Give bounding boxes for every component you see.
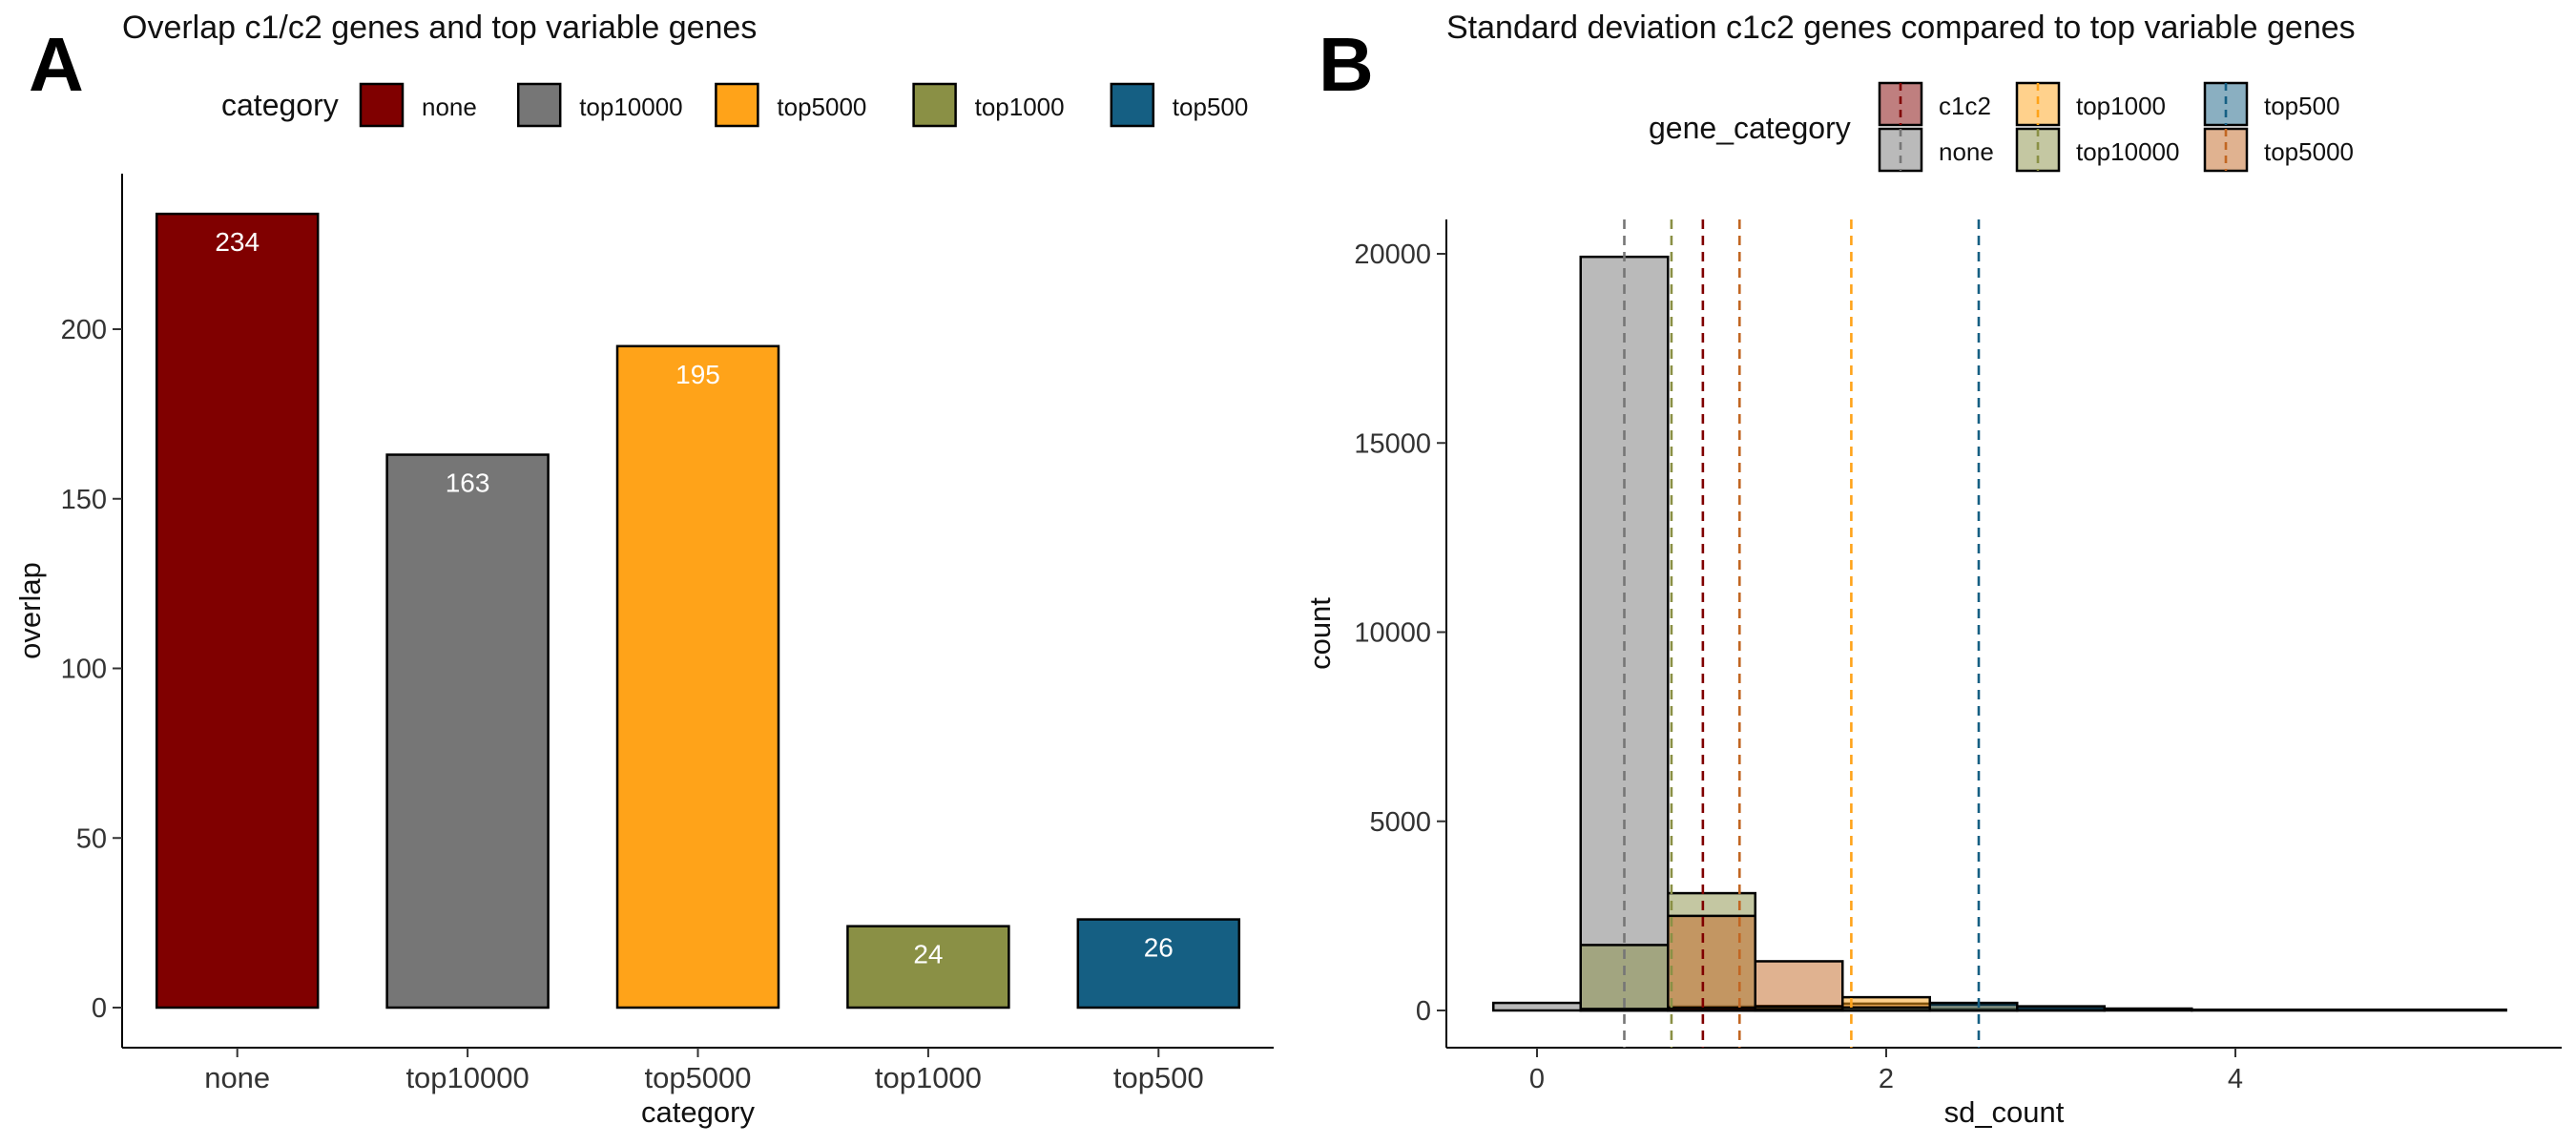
legend-label-none: none — [422, 93, 477, 121]
x-axis-title: sd_count — [1944, 1095, 2065, 1129]
legend-label-top1000: top1000 — [2076, 92, 2166, 120]
hist-bin-top5000 — [1667, 914, 1756, 1012]
legend-title: gene_category — [1649, 111, 1851, 145]
bar-top1000 — [846, 925, 1010, 1010]
bar-data-label: 195 — [675, 360, 720, 389]
y-tick-label: 50 — [76, 823, 107, 854]
x-axis-title: category — [641, 1095, 755, 1129]
y-tick-label: 5000 — [1369, 807, 1431, 838]
legend-label-none: none — [1939, 137, 1994, 166]
y-tick-label: 0 — [92, 993, 107, 1024]
legend-label-top1000: top1000 — [975, 93, 1065, 121]
legend-swatch-top1000 — [912, 82, 957, 128]
y-tick-label: 150 — [61, 485, 107, 515]
panel-b-letter: B — [1319, 22, 1374, 107]
hist-bin-top500 — [1928, 1001, 2019, 1012]
x-tick-label: 2 — [1879, 1064, 1894, 1094]
hist-bin-c1c2 — [1667, 1006, 1756, 1012]
bar-data-label: 163 — [446, 468, 490, 498]
legend-swatch-top500 — [1110, 82, 1155, 128]
x-tick-label: top10000 — [405, 1061, 529, 1094]
bar-none — [155, 212, 320, 1010]
y-tick-label: 10000 — [1354, 618, 1431, 649]
chart-b-title: Standard deviation c1c2 genes compared t… — [1446, 10, 2356, 46]
legend-label-top500: top500 — [1173, 93, 1249, 121]
hist-bin-none — [1492, 1001, 1582, 1012]
hist-bin-top500 — [2103, 1007, 2193, 1012]
legend-label-top5000: top5000 — [777, 93, 866, 121]
hist-bin-top500 — [2016, 1005, 2106, 1012]
x-tick-label: top5000 — [644, 1061, 751, 1094]
x-tick-label: 0 — [1529, 1064, 1545, 1094]
x-tick-label: none — [204, 1061, 270, 1094]
y-tick-label: 15000 — [1354, 428, 1431, 459]
legend-label-top500: top500 — [2264, 92, 2340, 120]
y-tick-label: 100 — [61, 655, 107, 685]
bar-data-label: 234 — [215, 227, 260, 257]
hist-bin-top5000 — [1754, 960, 1844, 1012]
x-tick-label: 4 — [2228, 1064, 2243, 1094]
legend-label-c1c2: c1c2 — [1939, 92, 1991, 120]
bar-top500 — [1076, 918, 1241, 1010]
legend-swatch-top5000 — [715, 82, 759, 128]
bar-top10000 — [385, 453, 550, 1010]
y-axis-title: count — [1303, 597, 1337, 670]
x-tick-label: top1000 — [875, 1061, 982, 1094]
y-tick-label: 0 — [1416, 996, 1431, 1027]
chart-a-bar-chart: 0 50 100 150 200 234 none 163 top10000 195 top5000… — [13, 82, 1274, 1129]
x-tick-label: top500 — [1113, 1061, 1204, 1094]
legend-title: category — [221, 88, 339, 122]
legend-label-top5000: top5000 — [2264, 137, 2354, 166]
bar-data-label: 24 — [913, 940, 943, 969]
bar-top5000 — [615, 344, 780, 1010]
panel-a-letter: A — [29, 22, 84, 107]
legend-label-top10000: top10000 — [579, 93, 682, 121]
y-axis-title: overlap — [13, 562, 47, 659]
legend-swatch-top10000 — [516, 82, 562, 128]
legend-label-top10000: top10000 — [2076, 137, 2179, 166]
chart-a-title: Overlap c1/c2 genes and top variable gen… — [122, 10, 758, 46]
y-tick-label: 20000 — [1354, 239, 1431, 270]
legend-swatch-none — [359, 82, 405, 128]
hist-bin-top500 — [1841, 1006, 1931, 1012]
bar-data-label: 26 — [1144, 933, 1174, 963]
hist-bin-c1c2 — [1579, 1008, 1670, 1012]
y-tick-label: 200 — [61, 315, 107, 345]
